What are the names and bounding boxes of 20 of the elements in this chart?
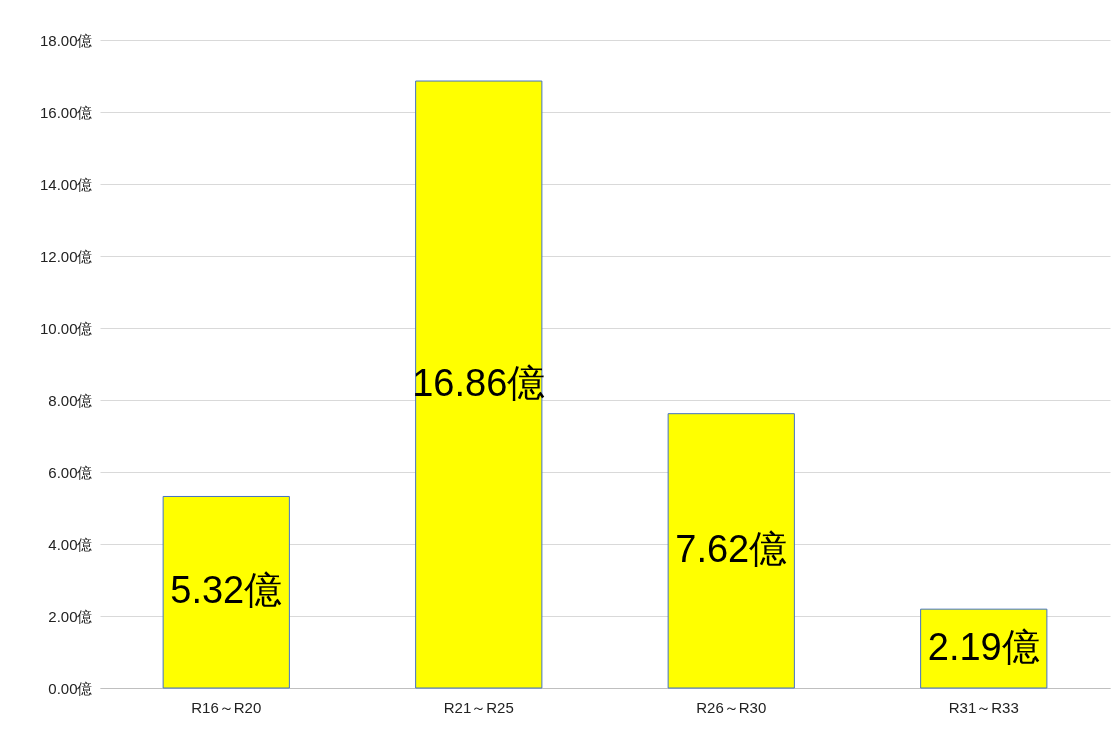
x-tick-label: R21～R25 [443,698,514,716]
data-label: 2.19億 [927,625,1040,668]
y-tick-label: 16.00億 [39,103,93,121]
x-tick-label: R31～R33 [948,698,1019,716]
x-tick-label: R16～R20 [191,698,262,716]
y-tick-label: 14.00億 [39,175,93,193]
y-tick-label: 12.00億 [39,247,93,265]
y-tick-label: 4.00億 [48,535,93,553]
y-tick-label: 18.00億 [39,31,93,49]
y-tick-label: 2.00億 [48,607,93,625]
y-tick-label: 0.00億 [48,679,93,697]
bar [415,80,543,689]
bar [667,413,795,689]
y-tick-label: 10.00億 [39,319,93,337]
data-label: 7.62億 [675,527,788,570]
y-tick-label: 8.00億 [48,391,93,409]
bar [162,495,290,689]
data-label: 5.32億 [170,569,283,612]
x-tick-label: R26～R30 [696,698,767,716]
y-tick-label: 6.00億 [48,463,93,481]
